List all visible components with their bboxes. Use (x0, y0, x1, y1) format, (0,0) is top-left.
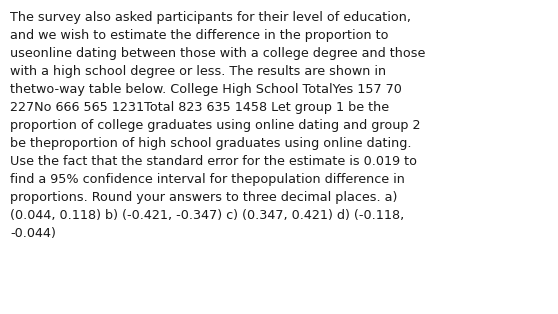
Text: The survey also asked participants for their level of education,
and we wish to : The survey also asked participants for t… (10, 11, 425, 240)
